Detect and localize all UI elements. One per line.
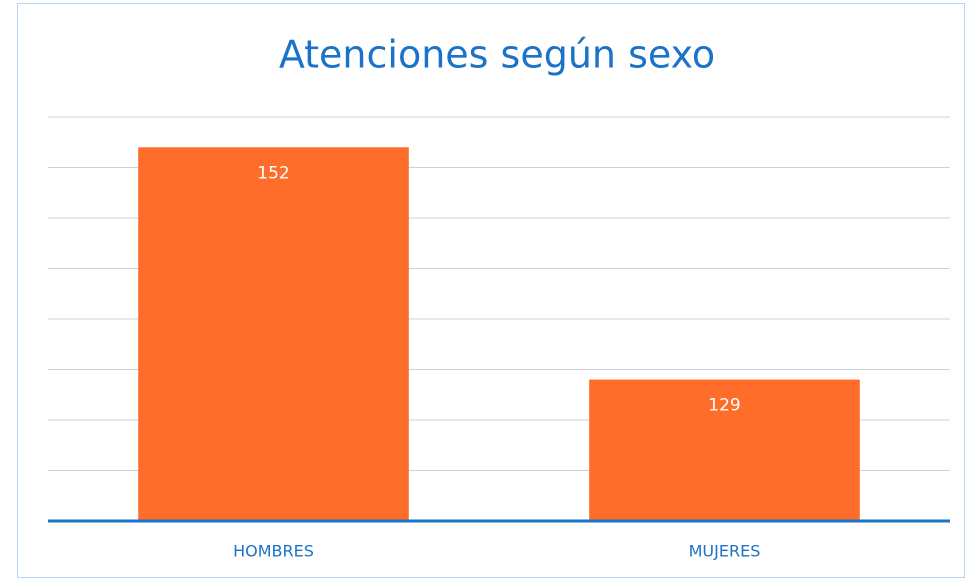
chart-title: Atenciones según sexo <box>279 33 715 77</box>
value-label: 152 <box>257 163 289 183</box>
bar <box>589 379 860 521</box>
bar <box>138 147 409 522</box>
x-tick-label: MUJERES <box>689 542 761 561</box>
x-tick-label: HOMBRES <box>233 542 314 561</box>
value-label: 129 <box>708 396 740 416</box>
